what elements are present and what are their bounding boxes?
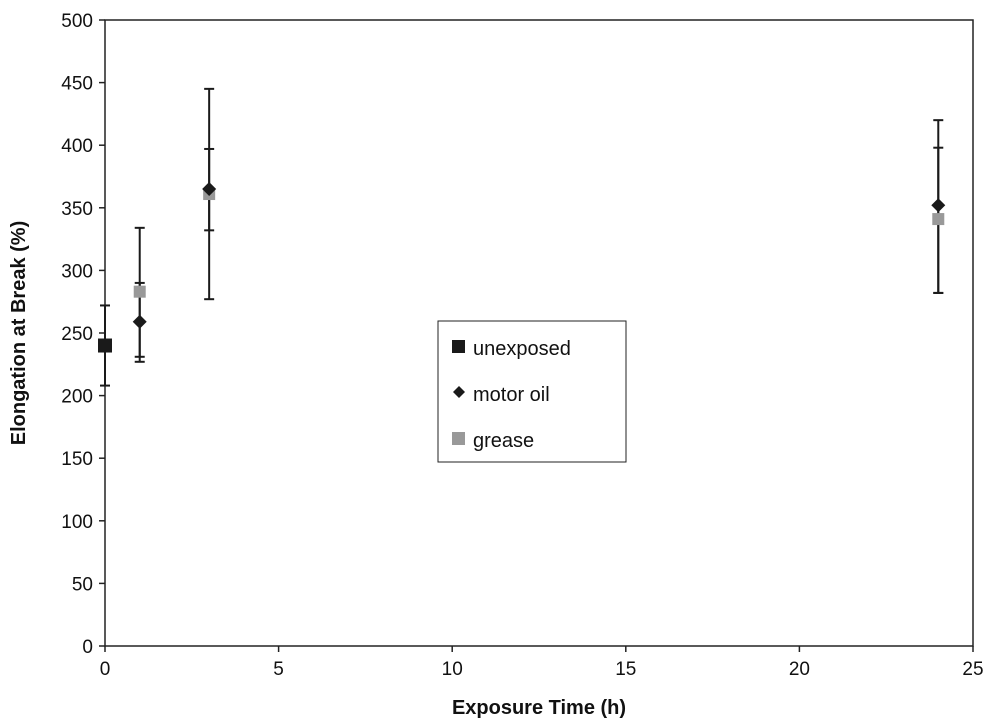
- y-axis-title: Elongation at Break (%): [8, 221, 30, 445]
- legend-box: [437, 320, 627, 463]
- y-tick-label: 400: [61, 136, 93, 157]
- data-markers: [98, 182, 946, 353]
- legend-marker-motor-oil: [453, 386, 465, 398]
- y-tick-label: 250: [61, 324, 93, 345]
- legend-label-unexposed: unexposed: [473, 338, 571, 360]
- y-tick-label: 100: [61, 512, 93, 533]
- data-point-motor-oil: [202, 182, 217, 197]
- x-axis-title: Exposure Time (h): [452, 697, 626, 719]
- y-tick-label: 200: [61, 387, 93, 408]
- x-tick-label: 20: [789, 659, 810, 680]
- y-tick-label: 300: [61, 261, 93, 282]
- y-tick-label: 500: [61, 11, 93, 32]
- data-point-motor-oil: [931, 198, 946, 213]
- data-point-grease: [133, 285, 146, 298]
- legend-label-grease: grease: [473, 430, 534, 452]
- data-point-unexposed: [98, 338, 112, 353]
- legend-marker-grease: [452, 432, 465, 445]
- y-tick-label: 450: [61, 74, 93, 95]
- y-tick-label: 0: [82, 637, 93, 658]
- y-tick-label: 150: [61, 449, 93, 470]
- x-tick-label: 5: [273, 659, 284, 680]
- legend: unexposed motor oil grease: [437, 320, 627, 463]
- x-tick-label: 15: [615, 659, 636, 680]
- x-tick-label: 0: [100, 659, 111, 680]
- y-tick-label: 350: [61, 199, 93, 220]
- y-tick-label: 50: [72, 574, 93, 595]
- x-axis-ticks: 0 5 10 15 20 25: [100, 646, 984, 680]
- x-tick-label: 10: [442, 659, 463, 680]
- data-point-motor-oil: [132, 314, 147, 329]
- data-point-grease: [932, 213, 945, 226]
- x-tick-label: 25: [962, 659, 983, 680]
- y-axis-ticks: 0 50 100 150 200 250 300 350 400 450 500: [61, 11, 105, 658]
- legend-label-motor-oil: motor oil: [473, 384, 550, 406]
- legend-marker-unexposed: [452, 340, 465, 353]
